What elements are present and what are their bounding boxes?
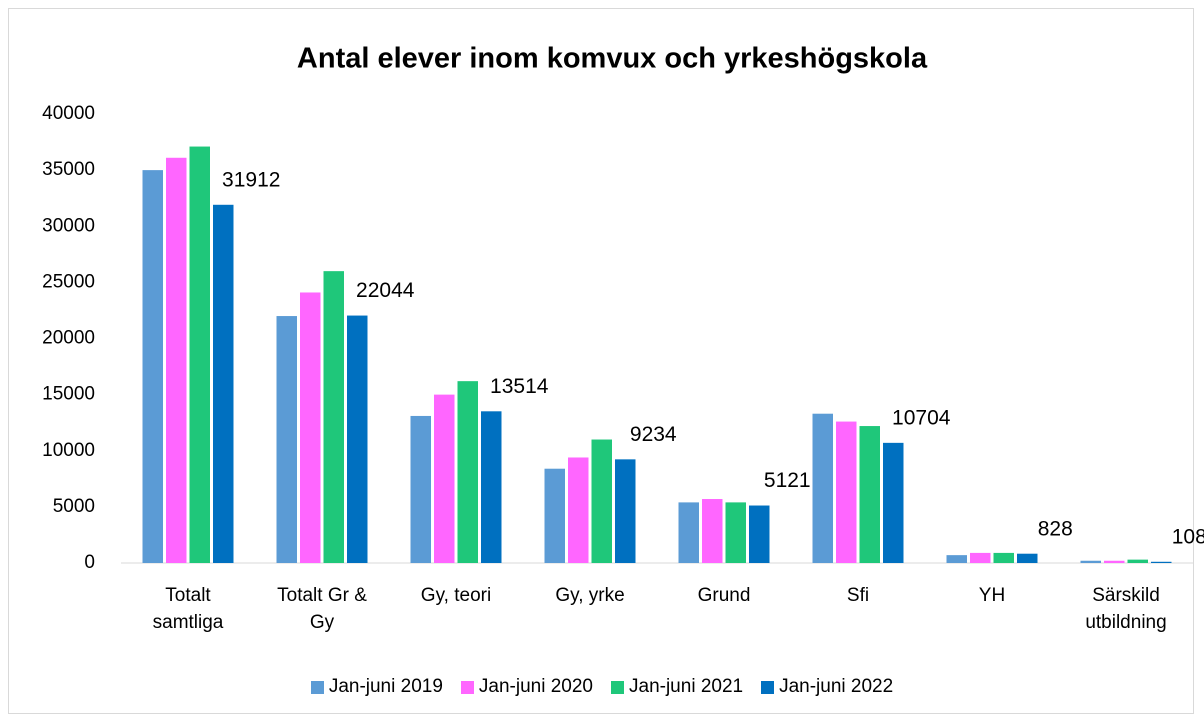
x-tick-label: Totalt Gr & Gy — [277, 585, 367, 633]
bar — [410, 415, 431, 563]
bar — [166, 157, 187, 563]
legend-label: Jan-juni 2019 — [328, 676, 443, 697]
x-tick-label: Gy, yrke — [555, 585, 625, 606]
bar — [970, 552, 991, 563]
y-tick-label: 0 — [84, 552, 95, 573]
legend-item: Jan-juni 2020 — [460, 676, 593, 698]
y-tick-label: 10000 — [42, 440, 95, 461]
data-label: 5121 — [764, 469, 811, 492]
legend-swatch — [761, 680, 775, 694]
bar — [1127, 559, 1148, 563]
legend-label: Jan-juni 2022 — [779, 676, 894, 697]
bar — [702, 499, 723, 563]
y-tick-label: 40000 — [42, 103, 95, 124]
bar — [1151, 561, 1172, 563]
bar — [859, 426, 880, 563]
x-tick-label: Sfi — [846, 585, 870, 606]
chart-frame — [8, 8, 1194, 714]
bar — [213, 204, 234, 564]
bar — [993, 552, 1014, 563]
bar — [323, 271, 344, 563]
bar — [1017, 553, 1038, 563]
bar — [544, 468, 565, 563]
bar — [434, 394, 455, 563]
bar — [678, 502, 699, 563]
data-label: 22044 — [356, 279, 415, 302]
data-label: 13514 — [490, 375, 549, 398]
bar — [276, 316, 297, 563]
bar — [615, 459, 636, 563]
legend-item: Jan-juni 2019 — [310, 676, 443, 698]
x-tick-label: YH — [978, 585, 1006, 606]
bar — [591, 439, 612, 563]
legend-item: Jan-juni 2021 — [611, 676, 743, 698]
bar — [883, 442, 904, 563]
data-label: 31912 — [222, 168, 280, 191]
bar — [481, 411, 502, 563]
legend-swatch — [460, 680, 474, 694]
bar — [142, 170, 163, 563]
chart-title: Antal elever inom komvux och yrkeshögsko… — [297, 43, 928, 75]
x-tick-label: Särskild utbildning — [1085, 585, 1167, 633]
bar — [836, 421, 857, 563]
bar — [749, 505, 770, 563]
legend: Jan-juni 2019 Jan-juni 2020 Jan-juni 2021 J… — [0, 676, 1204, 698]
x-tick-label: Totalt samtliga — [152, 585, 224, 633]
y-tick-label: 35000 — [42, 159, 95, 180]
x-tick-label: Gy, teori — [420, 585, 492, 606]
legend-label: Jan-juni 2021 — [629, 676, 744, 697]
bar — [568, 457, 589, 563]
bar — [189, 146, 210, 564]
bar — [1080, 560, 1101, 563]
bar — [1104, 560, 1125, 563]
bar — [347, 315, 368, 563]
bar — [812, 413, 833, 563]
data-label: 9234 — [630, 423, 677, 446]
data-label: 828 — [1038, 517, 1073, 540]
x-tick-label: Grund — [697, 585, 751, 606]
legend-swatch — [310, 680, 324, 694]
data-label: 10704 — [892, 406, 951, 429]
legend-swatch — [611, 680, 624, 694]
bar — [457, 381, 478, 563]
bar — [300, 292, 321, 563]
legend-label: Jan-juni 2020 — [478, 676, 593, 697]
y-tick-label: 5000 — [53, 496, 95, 517]
legend-item: Jan-juni 2022 — [761, 676, 893, 698]
y-tick-label: 25000 — [42, 271, 95, 292]
y-tick-label: 15000 — [42, 384, 95, 405]
bar — [946, 555, 967, 563]
y-tick-label: 30000 — [42, 215, 95, 236]
y-tick-label: 20000 — [42, 328, 95, 349]
data-label: 108 — [1172, 525, 1204, 548]
bar — [725, 502, 746, 563]
